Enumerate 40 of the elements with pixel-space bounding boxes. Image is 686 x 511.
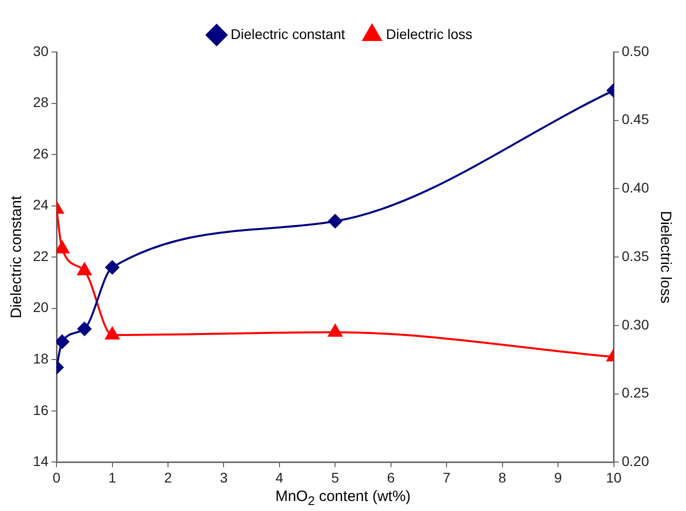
y-tick-label: 28 bbox=[32, 94, 49, 110]
point bbox=[77, 322, 92, 336]
y2-tick-label: 0.25 bbox=[622, 384, 650, 401]
y-tick-label: 16 bbox=[32, 402, 49, 418]
y-tick-label: 14 bbox=[32, 453, 49, 470]
y2-tick-label: 0.30 bbox=[622, 316, 650, 332]
y-tick-label: 18 bbox=[32, 350, 49, 367]
y2-tick-label: 0.20 bbox=[622, 453, 650, 470]
point bbox=[328, 214, 342, 228]
x-tick-label: 9 bbox=[554, 469, 562, 486]
y2-axis-title: Dielectric loss bbox=[656, 210, 674, 304]
y-tick-label: 22 bbox=[32, 248, 49, 264]
y-tick-label: 30 bbox=[32, 42, 49, 59]
x-axis-title: MnO$_{2}$ content (wt%) bbox=[274, 488, 412, 508]
y2-tick-label: 0.35 bbox=[622, 248, 650, 264]
x-tick-label: 6 bbox=[386, 469, 395, 486]
y2-tick-label: 0.40 bbox=[622, 180, 650, 196]
point bbox=[105, 260, 120, 274]
y-axis-title: Dielectric constant bbox=[8, 195, 26, 318]
point bbox=[328, 324, 342, 337]
point bbox=[77, 262, 92, 276]
y-tick-label: 20 bbox=[32, 299, 49, 316]
point bbox=[56, 240, 70, 254]
x-tick-label: 8 bbox=[498, 469, 506, 486]
x-tick-label: 3 bbox=[220, 469, 228, 486]
x-tick-label: 10 bbox=[606, 469, 622, 486]
x-tick-label: 2 bbox=[164, 469, 172, 486]
x-tick-label: 1 bbox=[108, 469, 116, 486]
x-tick-label: 0 bbox=[52, 469, 61, 486]
x-tick-label: 5 bbox=[331, 469, 340, 486]
x-tick-label: 7 bbox=[442, 469, 451, 486]
point bbox=[56, 334, 70, 349]
y-tick-label: 26 bbox=[32, 145, 49, 162]
legend-label: Dielectric constant bbox=[230, 26, 346, 42]
y2-tick-label: 0.50 bbox=[622, 42, 650, 59]
y2-tick-label: 0.45 bbox=[622, 111, 650, 128]
point bbox=[105, 327, 120, 340]
x-tick-label: 4 bbox=[276, 469, 284, 486]
legend-label: Dielectric loss bbox=[386, 26, 472, 42]
y-tick-label: 24 bbox=[32, 196, 49, 213]
